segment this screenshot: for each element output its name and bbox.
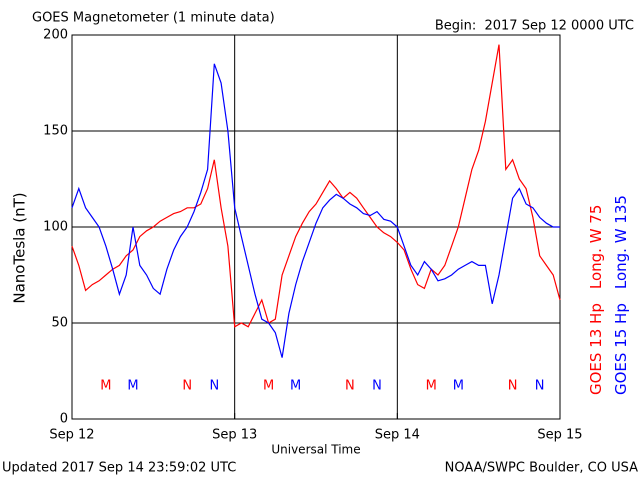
time-marker: N xyxy=(535,379,545,394)
y-tick-label: 200 xyxy=(43,28,68,43)
legend-longitude: Long. W 75 xyxy=(587,205,605,290)
x-tick-label: Sep 15 xyxy=(537,428,582,443)
legend-entry: GOES 13 Hp Long. W 75 xyxy=(587,205,605,395)
y-axis-label: NanoTesla (nT) xyxy=(11,192,29,303)
x-axis-label: Universal Time xyxy=(271,443,360,457)
x-tick-label: Sep 13 xyxy=(212,428,257,443)
time-marker: N xyxy=(372,379,382,394)
x-tick-label: Sep 14 xyxy=(375,428,420,443)
legend-entry: GOES 15 Hp Long. W 135 xyxy=(612,195,630,395)
y-tick-label: 0 xyxy=(60,412,68,427)
footer-source: NOAA/SWPC Boulder, CO USA xyxy=(445,461,638,476)
time-marker: M xyxy=(127,379,138,394)
y-tick-label: 50 xyxy=(51,316,68,331)
time-marker: M xyxy=(453,379,464,394)
time-marker: N xyxy=(209,379,219,394)
x-tick-label: Sep 12 xyxy=(49,428,94,443)
time-marker: M xyxy=(100,379,111,394)
begin-time: Begin: 2017 Sep 12 0000 UTC xyxy=(435,19,634,34)
legend-longitude: Long. W 135 xyxy=(612,195,630,289)
series-line xyxy=(71,44,561,328)
legend-name: GOES 15 Hp xyxy=(612,303,630,395)
time-marker: N xyxy=(345,379,355,394)
chart-title: GOES Magnetometer (1 minute data) xyxy=(32,11,275,26)
time-marker: M xyxy=(263,379,274,394)
footer-updated: Updated 2017 Sep 14 23:59:02 UTC xyxy=(2,461,236,476)
time-marker: N xyxy=(508,379,518,394)
series-line xyxy=(71,63,560,358)
legend-name: GOES 13 Hp xyxy=(587,303,605,395)
time-marker: M xyxy=(426,379,437,394)
time-marker: N xyxy=(182,379,192,394)
y-tick-label: 150 xyxy=(43,124,68,139)
y-tick-label: 100 xyxy=(43,220,68,235)
time-marker: M xyxy=(290,379,301,394)
